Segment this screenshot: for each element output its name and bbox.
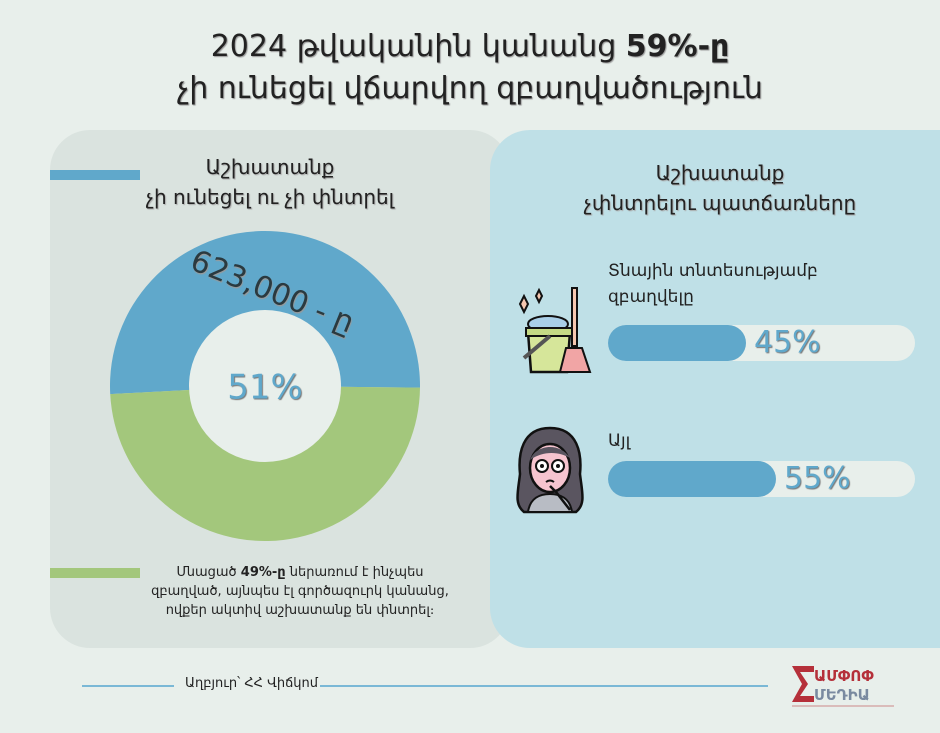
title-line1: 2024 թվականին կանանց (210, 29, 626, 64)
bar-value-other: 55% (784, 461, 851, 496)
note-rest: ներառում է ինչպես զբաղված, այնպես էլ գոր… (151, 565, 449, 618)
bar-value-housework: 45% (754, 325, 821, 360)
note-highlight: 49%-ը (240, 565, 286, 580)
title-line2: չի ունեցել վճարվող զբաղվածություն (177, 71, 763, 106)
source-text: Աղբյուր՝ ՀՀ Վիճկոմ (185, 676, 318, 691)
svg-text:ԱՄՓՈՓ: ԱՄՓՈՓ (814, 667, 874, 685)
remaining-note: Մնացած 49%-ը ներառում է ինչպես զբաղված, … (150, 563, 450, 620)
page-title: 2024 թվականին կանանց 59%-ը չի ունեցել վճ… (0, 26, 940, 110)
reason-label-line1: Տնային տնտեսությամբ (608, 261, 818, 281)
right-heading-line2: չփնտրելու պատճառները (583, 191, 857, 215)
reason-label-housework: Տնային տնտեսությամբ զբաղվելը (608, 258, 818, 310)
left-heading: Աշխատանք չի ունեցել ու չի փնտրել (110, 152, 430, 212)
title-highlight: 59%-ը (625, 29, 730, 64)
left-heading-line2: չի ունեցել ու չի փնտրել (145, 185, 395, 209)
source-divider-left (82, 685, 174, 687)
left-heading-line1: Աշխատանք (205, 155, 335, 179)
bar-fill-housework (608, 325, 746, 361)
donut-hole (189, 310, 341, 462)
source-divider-right (320, 685, 768, 687)
svg-text:ՄԵԴԻԱ: ՄԵԴԻԱ (814, 686, 870, 704)
logo: ԱՄՓՈՓ ՄԵԴԻԱ (790, 664, 896, 710)
bar-track-other: 55% (608, 461, 915, 497)
note-prefix: Մնացած (176, 565, 241, 580)
reason-label-line1: Այլ (608, 431, 631, 451)
right-heading-line1: Աշխատանք (655, 161, 785, 185)
thinking-woman-icon (516, 426, 584, 514)
right-heading: Աշխատանք չփնտրելու պատճառները (520, 158, 920, 218)
bar-track-housework: 45% (608, 325, 915, 361)
legend-swatch-green (50, 568, 140, 578)
donut-center-label: 51% (227, 368, 303, 408)
bar-fill-other (608, 461, 776, 497)
legend-swatch-blue (50, 170, 140, 180)
reason-label-other: Այլ (608, 428, 630, 454)
right-panel (490, 130, 940, 648)
donut-segment-green (110, 386, 420, 542)
reason-label-line2: զբաղվելը (608, 287, 694, 307)
cleaning-bucket-broom-icon (518, 287, 592, 374)
